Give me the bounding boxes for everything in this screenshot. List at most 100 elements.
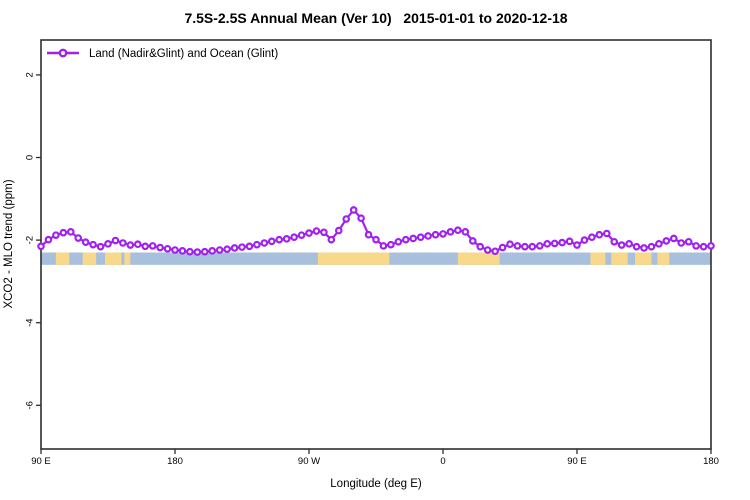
x-axis-label: Longitude (deg E) xyxy=(330,478,422,490)
data-point-marker xyxy=(387,240,395,249)
land-segment xyxy=(611,252,628,265)
data-point-marker xyxy=(655,240,663,248)
data-point-marker xyxy=(550,239,559,248)
data-point-marker xyxy=(491,247,499,256)
data-point-marker xyxy=(588,233,596,242)
land-segment xyxy=(657,252,670,265)
data-point-marker xyxy=(208,247,217,255)
data-point-marker xyxy=(342,215,351,223)
data-point-marker xyxy=(320,228,328,237)
data-point-marker xyxy=(662,237,671,245)
legend: Land (Nadir&Glint) and Ocean (Glint) xyxy=(47,48,278,60)
land-segment xyxy=(124,252,131,265)
data-point-marker xyxy=(573,241,581,249)
data-point-marker xyxy=(349,206,358,214)
y-tick-label: -2 xyxy=(25,236,36,244)
legend-marker-icon xyxy=(58,48,68,58)
data-point-marker xyxy=(267,237,276,246)
data-point-marker xyxy=(461,228,470,236)
data-point-marker xyxy=(163,244,172,253)
data-point-marker xyxy=(483,246,492,254)
x-tick-label: 180 xyxy=(703,456,719,467)
data-point-marker xyxy=(89,240,97,249)
data-point-marker xyxy=(334,226,343,235)
data-point-marker xyxy=(506,240,514,249)
data-series-layer xyxy=(37,206,715,256)
data-point-marker xyxy=(223,245,231,253)
map-band-layer xyxy=(41,252,711,265)
data-point-marker xyxy=(156,243,164,252)
data-point-marker xyxy=(677,239,686,247)
data-point-marker xyxy=(148,242,157,250)
data-point-marker xyxy=(81,238,90,246)
data-point-marker xyxy=(617,241,626,249)
y-axis-label: XCO2 - MLO trend (ppm) xyxy=(3,179,15,308)
data-point-marker xyxy=(37,242,45,251)
data-point-marker xyxy=(647,242,656,251)
data-point-marker xyxy=(424,232,432,240)
data-point-marker xyxy=(357,214,365,223)
data-point-marker xyxy=(59,228,68,237)
data-point-marker xyxy=(476,242,485,251)
data-point-marker xyxy=(290,233,298,242)
data-point-marker xyxy=(640,244,648,252)
data-point-marker xyxy=(699,242,708,251)
data-point-marker xyxy=(186,247,194,256)
data-point-marker xyxy=(253,240,261,249)
y-tick-label: -6 xyxy=(25,401,36,409)
data-point-marker xyxy=(44,235,53,244)
data-point-marker xyxy=(96,242,105,251)
data-point-marker xyxy=(632,242,641,251)
data-point-marker xyxy=(260,239,269,247)
data-point-marker xyxy=(707,242,715,250)
y-tick-label: -4 xyxy=(25,318,36,326)
data-point-marker xyxy=(52,231,60,239)
land-segment xyxy=(590,252,606,265)
data-point-marker xyxy=(684,237,693,246)
data-point-marker xyxy=(74,234,83,242)
y-tick-label: 2 xyxy=(25,72,36,77)
data-point-marker xyxy=(535,242,544,250)
y-tick-label: 0 xyxy=(25,155,36,160)
data-point-marker xyxy=(104,240,112,248)
data-point-marker xyxy=(692,242,700,250)
data-point-marker xyxy=(372,235,380,244)
x-tick-label: 90 E xyxy=(567,456,587,467)
data-point-marker xyxy=(66,228,75,236)
data-point-marker xyxy=(141,242,150,251)
data-point-marker xyxy=(282,235,291,243)
data-point-marker xyxy=(669,234,678,243)
data-point-marker xyxy=(238,243,246,251)
data-point-marker xyxy=(439,230,447,238)
data-point-marker xyxy=(379,242,388,250)
data-point-marker xyxy=(558,238,566,247)
data-point-marker xyxy=(327,235,336,244)
data-point-marker xyxy=(498,243,507,252)
data-point-marker xyxy=(200,247,209,256)
land-segment xyxy=(82,252,97,265)
data-point-marker xyxy=(305,229,313,237)
data-point-marker xyxy=(565,237,574,246)
x-tick-label: 180 xyxy=(167,456,183,467)
data-point-marker xyxy=(111,236,120,245)
data-point-marker xyxy=(401,235,410,244)
land-segment xyxy=(105,252,122,265)
land-segment xyxy=(55,252,70,265)
data-point-marker xyxy=(595,230,604,239)
data-point-marker xyxy=(468,237,477,245)
data-point-marker xyxy=(528,242,537,251)
data-point-marker xyxy=(446,228,455,236)
data-point-marker xyxy=(416,233,425,242)
data-point-marker xyxy=(312,227,321,235)
data-point-marker xyxy=(521,242,529,251)
data-point-marker xyxy=(230,244,239,252)
data-point-marker xyxy=(454,226,462,234)
data-point-marker xyxy=(215,246,224,254)
data-point-marker xyxy=(297,231,306,239)
x-tick-label: 90 W xyxy=(298,456,320,467)
data-point-marker xyxy=(119,239,127,247)
data-point-marker xyxy=(610,237,619,246)
data-point-marker xyxy=(245,242,254,251)
